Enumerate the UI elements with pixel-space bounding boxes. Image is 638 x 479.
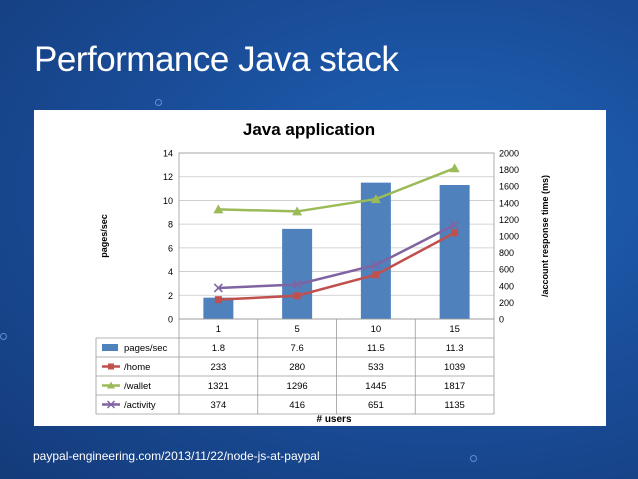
marker-home — [372, 271, 380, 279]
table-value: 233 — [210, 362, 226, 373]
legend-key-pagessec — [102, 344, 118, 351]
legend-key-home — [108, 363, 114, 370]
y-axis-left-label: pages/sec — [99, 214, 109, 258]
x-tick-label: 1 — [216, 324, 221, 335]
table-value: 1.8 — [212, 343, 225, 354]
y-right-tick-label: 600 — [499, 265, 514, 275]
y-left-tick-label: 2 — [168, 291, 173, 301]
x-tick-label: 10 — [371, 324, 382, 335]
table-value: 1321 — [208, 381, 229, 392]
y-right-tick-label: 1400 — [499, 198, 519, 208]
chart-panel: Java application pages/sec /account resp… — [34, 110, 606, 426]
x-axis-label: # users — [316, 414, 351, 425]
table-value: 416 — [289, 400, 305, 411]
decorative-dot — [0, 333, 7, 340]
table-value: 1445 — [365, 381, 386, 392]
y-right-tick-label: 200 — [499, 298, 514, 308]
decorative-dot — [470, 455, 477, 462]
y-right-tick-label: 1200 — [499, 215, 519, 225]
table-value: 1039 — [444, 362, 465, 373]
table-value: 1817 — [444, 381, 465, 392]
x-tick-label: 5 — [294, 324, 299, 335]
legend-series-name: /wallet — [124, 381, 151, 392]
line-activity — [218, 223, 456, 290]
marker-wallet — [292, 206, 303, 216]
marker-activity — [371, 260, 381, 270]
y-left-tick-label: 12 — [163, 172, 173, 182]
y-left-tick-label: 14 — [163, 149, 173, 159]
chart-title: Java application — [243, 120, 375, 139]
marker-home — [293, 292, 301, 300]
line-wallet — [218, 167, 456, 213]
table-value: 11.3 — [446, 343, 464, 354]
y-right-tick-label: 0 — [499, 315, 504, 325]
legend-series-name: pages/sec — [124, 343, 168, 354]
bar-pages-per-sec — [203, 297, 234, 319]
table-value: 1296 — [287, 381, 308, 392]
y-axis-right-label: /account response time (ms) — [540, 175, 550, 297]
y-right-tick-label: 2000 — [499, 149, 519, 159]
bar-pages-per-sec — [360, 182, 391, 319]
y-left-tick-label: 4 — [168, 267, 173, 277]
source-link[interactable]: paypal-engineering.com/2013/11/22/node-j… — [33, 449, 320, 463]
y-left-tick-label: 8 — [168, 220, 173, 230]
x-tick-label: 15 — [449, 324, 460, 335]
marker-activity — [213, 283, 223, 293]
table-value: 374 — [210, 400, 226, 411]
marker-activity — [292, 279, 302, 290]
marker-wallet — [370, 194, 381, 204]
marker-wallet — [449, 163, 460, 173]
marker-home — [214, 296, 222, 304]
legend-series-name: /activity — [124, 400, 156, 411]
y-right-tick-label: 1800 — [499, 165, 519, 175]
y-right-tick-label: 1000 — [499, 232, 519, 242]
decorative-dot — [155, 99, 162, 106]
legend-key-wallet — [107, 381, 115, 389]
bar-pages-per-sec — [439, 185, 470, 319]
y-right-tick-label: 400 — [499, 281, 514, 291]
marker-wallet — [213, 204, 224, 214]
bar-pages-per-sec — [282, 228, 313, 319]
legend-key-activity — [106, 400, 116, 409]
line-home — [218, 231, 456, 301]
table-value: 7.6 — [291, 343, 304, 354]
table-value: 280 — [289, 362, 305, 373]
y-left-tick-label: 10 — [163, 196, 173, 206]
y-right-tick-label: 800 — [499, 248, 514, 258]
table-value: 1135 — [444, 400, 464, 411]
table-value: 533 — [368, 362, 384, 373]
marker-home — [451, 229, 459, 237]
y-right-tick-label: 1600 — [499, 182, 519, 192]
marker-activity — [450, 220, 460, 230]
legend-series-name: /home — [124, 362, 150, 373]
slide-title: Performance Java stack — [34, 40, 399, 79]
table-value: 11.5 — [367, 343, 385, 354]
y-left-tick-label: 0 — [168, 315, 173, 325]
table-value: 651 — [368, 400, 384, 411]
java-application-chart: Java application pages/sec /account resp… — [95, 120, 550, 425]
y-left-tick-label: 6 — [168, 243, 173, 253]
